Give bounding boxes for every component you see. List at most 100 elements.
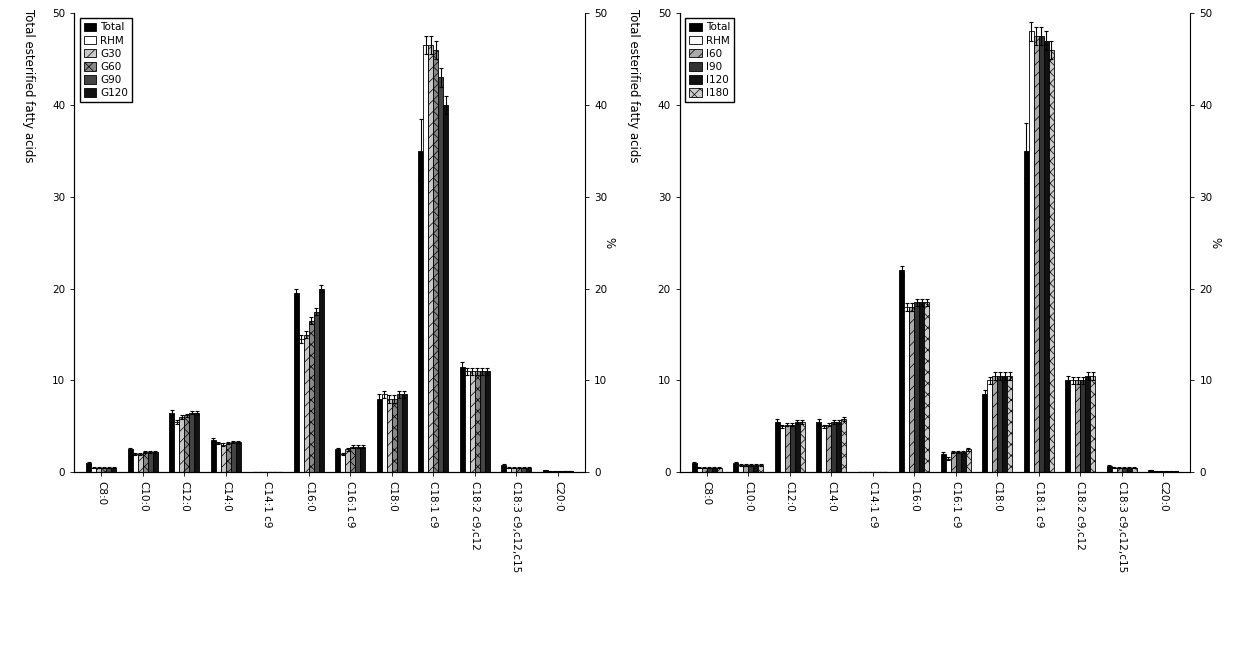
Bar xyxy=(712,468,717,472)
Bar xyxy=(1065,380,1070,472)
Bar xyxy=(904,307,909,472)
Bar xyxy=(992,376,997,472)
Bar xyxy=(429,45,434,472)
Bar xyxy=(236,442,241,472)
Bar xyxy=(361,447,366,472)
Y-axis label: %: % xyxy=(603,237,615,248)
Bar xyxy=(821,426,826,472)
Bar xyxy=(341,454,346,472)
Bar xyxy=(1029,31,1034,472)
Bar xyxy=(909,307,914,472)
Bar xyxy=(294,293,299,472)
Bar xyxy=(982,394,987,472)
Bar xyxy=(987,380,992,472)
Bar xyxy=(319,289,324,472)
Bar xyxy=(956,452,961,472)
Bar xyxy=(816,422,821,472)
Bar xyxy=(346,449,351,472)
Bar xyxy=(231,442,236,472)
Bar xyxy=(97,468,102,472)
Bar xyxy=(717,468,722,472)
Bar xyxy=(1117,468,1122,472)
Bar xyxy=(836,422,841,472)
Bar xyxy=(826,424,831,472)
Bar xyxy=(1070,380,1075,472)
Bar xyxy=(1112,468,1117,472)
Bar xyxy=(382,394,387,472)
Bar xyxy=(951,452,956,472)
Bar xyxy=(1132,468,1137,472)
Bar xyxy=(511,468,516,472)
Bar xyxy=(444,105,449,472)
Bar xyxy=(392,399,397,472)
Bar xyxy=(1085,376,1090,472)
Text: Total esterified fatty acids: Total esterified fatty acids xyxy=(22,9,35,162)
Bar xyxy=(702,468,707,472)
Bar xyxy=(1049,50,1054,472)
Bar xyxy=(107,468,112,472)
Bar xyxy=(961,452,966,472)
Bar xyxy=(790,424,795,472)
Bar xyxy=(216,443,221,472)
Bar xyxy=(1080,380,1085,472)
Bar xyxy=(1039,36,1044,472)
Bar xyxy=(568,471,573,472)
Bar xyxy=(775,422,780,472)
Bar xyxy=(221,445,226,472)
Bar xyxy=(941,454,946,472)
Bar xyxy=(226,443,231,472)
Bar xyxy=(87,463,92,472)
Legend: Total, RHM, I60, I90, I120, I180: Total, RHM, I60, I90, I120, I180 xyxy=(684,18,734,102)
Bar xyxy=(1002,376,1007,472)
Bar xyxy=(1090,376,1095,472)
Bar xyxy=(397,394,402,472)
Bar xyxy=(516,468,521,472)
Bar xyxy=(148,452,153,472)
Bar xyxy=(749,465,754,472)
Bar xyxy=(692,463,697,472)
Bar xyxy=(1007,376,1012,472)
Bar xyxy=(800,422,805,472)
Bar xyxy=(841,419,847,472)
Bar xyxy=(153,452,157,472)
Bar xyxy=(387,399,392,472)
Bar xyxy=(112,468,117,472)
Bar xyxy=(919,302,924,472)
Bar xyxy=(733,463,738,472)
Bar xyxy=(780,426,785,472)
Bar xyxy=(831,422,836,472)
Bar xyxy=(185,415,190,472)
Bar xyxy=(914,302,919,472)
Bar xyxy=(439,77,444,472)
Bar xyxy=(1044,41,1049,472)
Bar xyxy=(506,468,511,472)
Bar xyxy=(190,413,195,472)
Bar xyxy=(377,399,382,472)
Bar xyxy=(1122,468,1127,472)
Bar xyxy=(418,151,424,472)
Bar xyxy=(521,468,527,472)
Bar xyxy=(128,449,133,472)
Bar xyxy=(707,468,712,472)
Bar xyxy=(336,449,341,472)
Bar xyxy=(1034,36,1039,472)
Bar xyxy=(424,45,429,472)
Bar xyxy=(997,376,1002,472)
Bar xyxy=(211,440,216,472)
Bar xyxy=(402,394,407,472)
Y-axis label: %: % xyxy=(1208,237,1221,248)
Bar xyxy=(795,422,800,472)
Bar xyxy=(899,270,904,472)
Bar xyxy=(314,312,319,472)
Bar xyxy=(143,452,148,472)
Bar xyxy=(966,449,971,472)
Bar xyxy=(1024,151,1029,472)
Bar xyxy=(470,371,475,472)
Bar xyxy=(138,454,143,472)
Bar xyxy=(475,371,480,472)
Bar xyxy=(170,413,175,472)
Bar xyxy=(744,465,749,472)
Bar xyxy=(485,371,490,472)
Bar xyxy=(460,367,465,472)
Bar xyxy=(501,465,506,472)
